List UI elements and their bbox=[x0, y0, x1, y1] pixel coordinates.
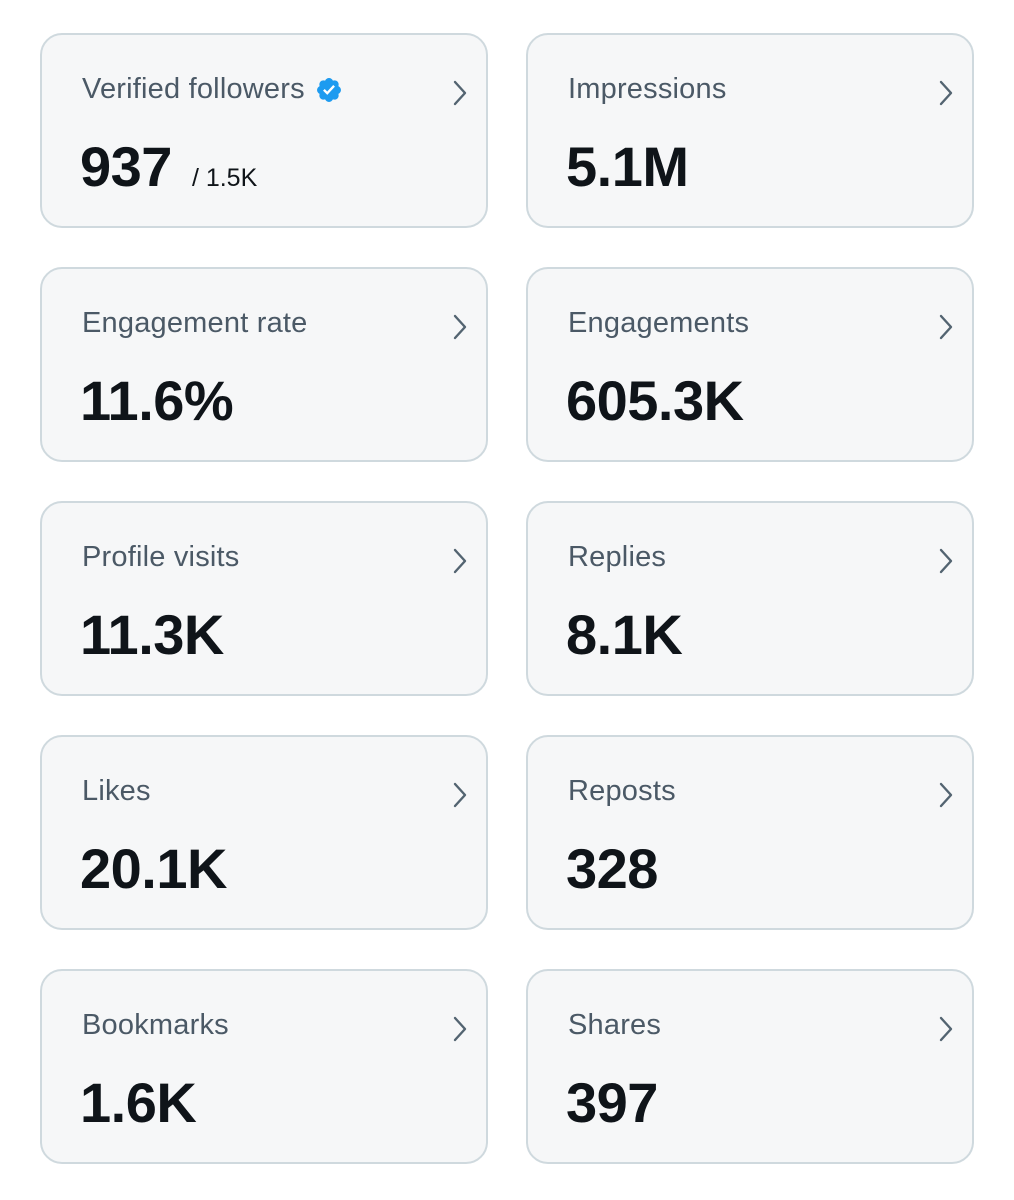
value-row: 11.3K bbox=[80, 607, 224, 663]
card-total: / 1.5K bbox=[191, 164, 258, 192]
card-title: Verified followers bbox=[82, 73, 305, 105]
card-reposts[interactable]: Reposts 328 bbox=[526, 735, 974, 930]
card-value: 8.1K bbox=[566, 603, 683, 666]
card-value: 397 bbox=[566, 1071, 658, 1134]
chevron-right-icon bbox=[453, 548, 467, 574]
card-title: Shares bbox=[568, 1009, 662, 1041]
card-engagement-rate[interactable]: Engagement rate 11.6% bbox=[40, 267, 488, 462]
card-likes[interactable]: Likes 20.1K bbox=[40, 735, 488, 930]
card-verified-followers[interactable]: Verified followers 937 / 1.5K bbox=[40, 33, 488, 228]
card-title-row: Likes bbox=[82, 775, 151, 808]
card-title: Engagements bbox=[568, 307, 750, 339]
chevron-right-icon bbox=[453, 80, 467, 106]
card-title: Bookmarks bbox=[82, 1009, 229, 1041]
card-value: 5.1M bbox=[566, 135, 689, 198]
card-title-row: Profile visits bbox=[82, 541, 240, 574]
card-title-row: Reposts bbox=[568, 775, 676, 808]
card-bookmarks[interactable]: Bookmarks 1.6K bbox=[40, 969, 488, 1164]
card-value: 605.3K bbox=[566, 369, 744, 432]
card-title: Replies bbox=[568, 541, 667, 573]
value-row: 1.6K bbox=[80, 1071, 197, 1134]
card-title-row: Shares bbox=[568, 1009, 661, 1042]
card-value: 937 bbox=[80, 135, 172, 198]
card-title-row: Impressions bbox=[568, 73, 727, 106]
card-replies[interactable]: Replies 8.1K bbox=[526, 501, 974, 696]
chevron-right-icon bbox=[939, 314, 953, 340]
card-title: Impressions bbox=[568, 73, 727, 105]
card-impressions[interactable]: Impressions 5.1M bbox=[526, 33, 974, 228]
card-title-row: Engagements bbox=[568, 307, 749, 340]
value-row: 5.1M bbox=[566, 139, 689, 195]
card-value: 11.3K bbox=[80, 603, 224, 666]
card-value: 1.6K bbox=[80, 1071, 197, 1134]
value-row: 11.6% bbox=[80, 369, 234, 432]
chevron-right-icon bbox=[939, 548, 953, 574]
card-title-row: Engagement rate bbox=[82, 307, 307, 340]
chevron-right-icon bbox=[453, 1016, 467, 1042]
card-title: Reposts bbox=[568, 775, 676, 807]
card-title-row: Verified followers bbox=[82, 73, 343, 106]
card-shares[interactable]: Shares 397 bbox=[526, 969, 974, 1164]
card-profile-visits[interactable]: Profile visits 11.3K bbox=[40, 501, 488, 696]
card-title: Likes bbox=[82, 775, 151, 807]
value-row: 8.1K bbox=[566, 603, 683, 666]
metrics-grid: Verified followers 937 / 1.5K Impression… bbox=[40, 33, 974, 1164]
value-row: 397 bbox=[566, 1075, 658, 1131]
card-value: 11.6% bbox=[80, 369, 234, 432]
chevron-right-icon bbox=[453, 782, 467, 808]
card-engagements[interactable]: Engagements 605.3K bbox=[526, 267, 974, 462]
verified-badge-icon bbox=[316, 77, 341, 102]
card-title: Profile visits bbox=[82, 541, 240, 573]
card-title-row: Replies bbox=[568, 541, 666, 574]
chevron-right-icon bbox=[939, 782, 953, 808]
chevron-right-icon bbox=[453, 314, 467, 340]
card-value: 328 bbox=[566, 837, 658, 900]
value-row: 20.1K bbox=[80, 841, 227, 897]
card-title: Engagement rate bbox=[82, 307, 308, 339]
card-title-row: Bookmarks bbox=[82, 1009, 229, 1042]
card-value: 20.1K bbox=[80, 837, 227, 900]
chevron-right-icon bbox=[939, 80, 953, 106]
chevron-right-icon bbox=[939, 1016, 953, 1042]
value-row: 328 bbox=[566, 841, 658, 897]
value-row: 937 / 1.5K bbox=[80, 139, 257, 195]
value-row: 605.3K bbox=[566, 373, 744, 429]
